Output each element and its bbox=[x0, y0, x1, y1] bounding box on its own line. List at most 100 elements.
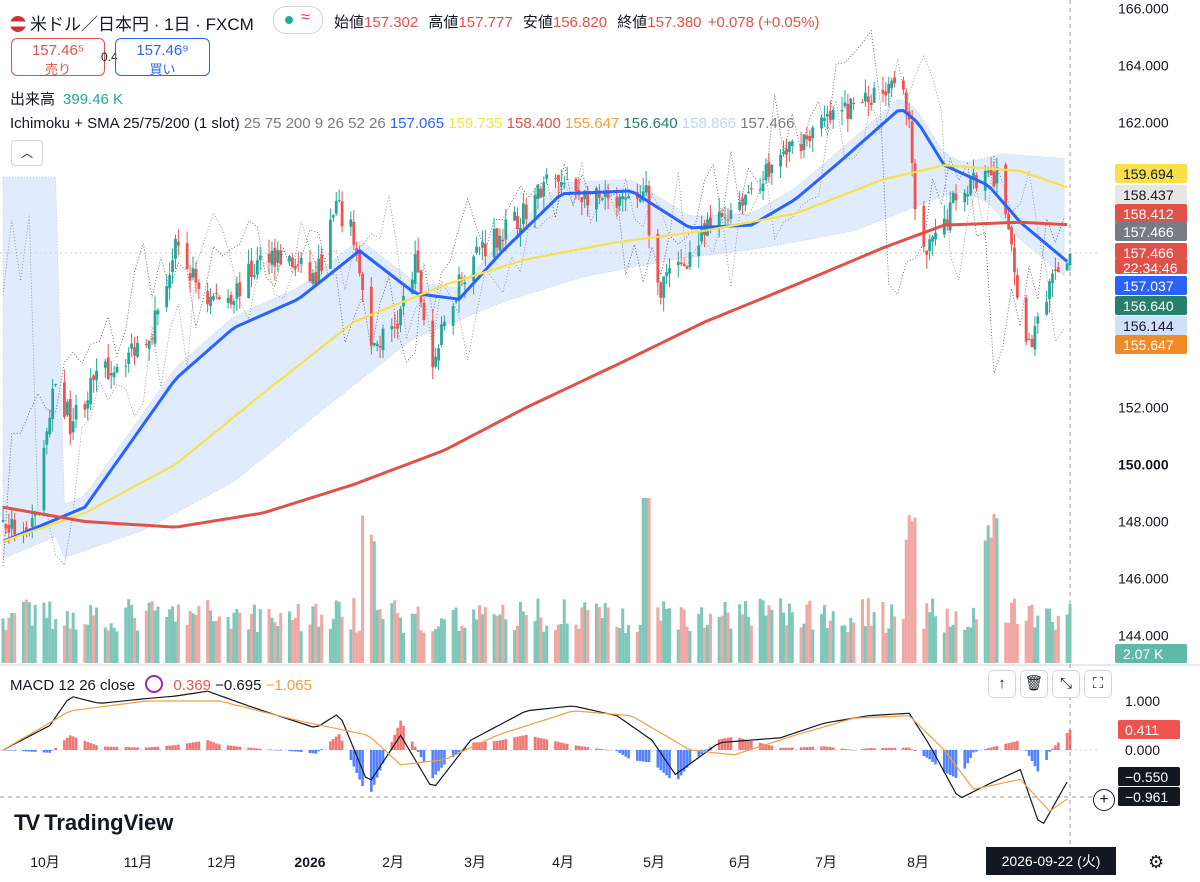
macd-hist-bar bbox=[931, 750, 934, 762]
tradingview-logo[interactable]: TV TradingView bbox=[14, 810, 173, 836]
candle-body bbox=[212, 296, 215, 300]
candle-body bbox=[176, 241, 180, 246]
volume-bar bbox=[866, 598, 870, 663]
macd-settings-icon[interactable] bbox=[145, 675, 164, 693]
market-status-pill[interactable]: ≈ bbox=[273, 6, 323, 34]
volume-bar bbox=[1015, 624, 1019, 663]
candle-body bbox=[913, 163, 917, 210]
macd-hist-bar bbox=[717, 739, 721, 750]
macd-label-bg bbox=[1118, 767, 1180, 786]
green-dot-icon bbox=[285, 16, 293, 24]
sma-200-line bbox=[2, 220, 1068, 529]
sell-button[interactable]: 157.46⁵ 売り bbox=[11, 38, 105, 77]
candle-body bbox=[890, 80, 894, 88]
macd-hist-bar bbox=[358, 750, 361, 780]
buy-price: 157.46⁹ bbox=[136, 42, 189, 59]
candle-body bbox=[396, 323, 400, 329]
candle-body bbox=[317, 258, 321, 282]
volume-bar bbox=[779, 598, 783, 663]
volume-bar bbox=[206, 600, 210, 663]
volume-bar bbox=[983, 540, 987, 663]
volume-bar bbox=[86, 624, 90, 663]
macd-hist-bar bbox=[136, 747, 139, 750]
volume-bar bbox=[130, 604, 134, 663]
volume-bar bbox=[741, 614, 745, 663]
macd-hist-bar bbox=[481, 741, 484, 750]
volume-bar bbox=[492, 614, 496, 663]
candle-body bbox=[95, 370, 98, 381]
add-alert-button[interactable]: + bbox=[1093, 789, 1115, 811]
candle-body bbox=[554, 177, 557, 179]
macd-hist-bar bbox=[171, 745, 174, 750]
candle-body bbox=[250, 260, 253, 278]
candle-body bbox=[174, 238, 177, 259]
macd-hist-bar bbox=[662, 750, 665, 773]
volume-legend[interactable]: 出来高 399.46 K bbox=[10, 88, 123, 109]
volume-bar bbox=[217, 616, 221, 663]
macd-hist-bar bbox=[504, 739, 508, 750]
candle-body bbox=[580, 197, 584, 203]
candle-body bbox=[513, 211, 516, 221]
candle-body bbox=[483, 243, 487, 257]
volume-bar bbox=[621, 608, 625, 663]
wave-icon: ≈ bbox=[301, 9, 310, 26]
macd-hist-bar bbox=[30, 750, 34, 752]
candle-body bbox=[893, 77, 897, 84]
macd-hist-bar bbox=[682, 750, 686, 772]
candle-body bbox=[665, 272, 668, 277]
volume-bar bbox=[761, 600, 765, 663]
candle-body bbox=[331, 215, 335, 218]
volume-bar bbox=[656, 607, 660, 663]
maximize-pane-button[interactable]: ⛶ bbox=[1084, 670, 1112, 698]
macd-hist-bar bbox=[688, 750, 692, 764]
delete-pane-button[interactable]: 🗑 bbox=[1020, 670, 1048, 698]
symbol-title[interactable]: 米ドル／日本円 · 1日 · FXCM bbox=[10, 10, 254, 35]
macd-hist-bar bbox=[846, 749, 850, 750]
collapse-icon: ⤡ bbox=[1059, 675, 1072, 692]
volume-bar bbox=[606, 607, 610, 663]
candle-body bbox=[928, 239, 932, 252]
move-up-button[interactable]: ↑ bbox=[988, 670, 1016, 698]
macd-hist-bar bbox=[422, 750, 426, 763]
candle-body bbox=[983, 170, 987, 191]
candle-body bbox=[86, 400, 90, 409]
indicator-legend[interactable]: Ichimoku + SMA 25/75/200 (1 slot) 25 75 … bbox=[10, 115, 794, 132]
volume-bar bbox=[594, 603, 598, 663]
volume-bar bbox=[390, 603, 394, 663]
volume-bar bbox=[618, 628, 622, 663]
candle-body bbox=[457, 274, 461, 300]
candle-body bbox=[434, 356, 438, 367]
candle-body bbox=[770, 164, 774, 174]
macd-hist-bar bbox=[226, 745, 230, 750]
chevron-up-icon: ︿ bbox=[20, 146, 33, 160]
gear-icon[interactable]: ⚙ bbox=[1148, 852, 1165, 872]
macd-hist-bar bbox=[647, 750, 651, 763]
volume-bar bbox=[267, 609, 271, 663]
collapse-legend-button[interactable]: ︿ bbox=[11, 140, 43, 166]
macd-hist-bar bbox=[951, 750, 955, 777]
volume-bar bbox=[396, 613, 400, 663]
price-label-text: 157.466 bbox=[1123, 224, 1174, 240]
volume-bar bbox=[375, 610, 379, 663]
candle-body bbox=[197, 282, 201, 289]
volume-bar bbox=[460, 625, 464, 663]
volume-bar bbox=[586, 609, 590, 663]
collapse-pane-button[interactable]: ⤡ bbox=[1052, 670, 1080, 698]
candle-body bbox=[413, 254, 417, 284]
macd-hist-bar bbox=[767, 744, 771, 750]
candle-body bbox=[437, 348, 440, 361]
volume-bar bbox=[472, 609, 476, 663]
volume-bar bbox=[922, 628, 926, 663]
volume-bar bbox=[133, 617, 137, 663]
candle-body bbox=[226, 297, 230, 303]
volume-bar bbox=[887, 628, 891, 663]
volume-bar bbox=[647, 498, 651, 663]
macd-hist-bar bbox=[615, 750, 619, 752]
macd-legend[interactable]: MACD 12 26 close 0.369 −0.695 −1.065 bbox=[10, 675, 312, 694]
candle-body bbox=[945, 219, 949, 227]
buy-button[interactable]: 157.46⁹ 買い bbox=[115, 38, 210, 77]
candle-body bbox=[843, 102, 847, 107]
candle-body bbox=[109, 373, 113, 376]
candle-body bbox=[127, 352, 131, 364]
